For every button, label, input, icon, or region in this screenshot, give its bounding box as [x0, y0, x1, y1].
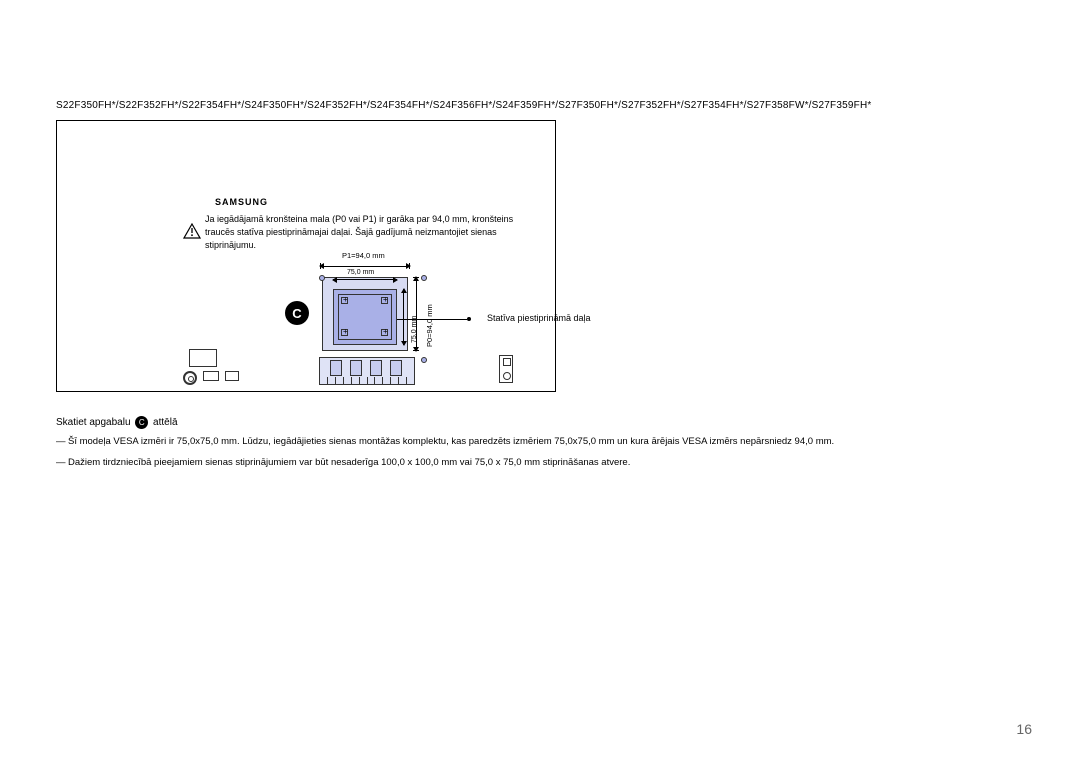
p0-label: P0=94,0 mm — [425, 304, 434, 347]
leader-endpoint — [467, 317, 471, 321]
joystick-icon — [183, 371, 197, 385]
screw-hole — [341, 329, 348, 336]
reference-line: Skatiet apgabalu C attēlā — [56, 416, 178, 429]
screw-hole — [381, 297, 388, 304]
dimension-75-right: 75,0 mm — [399, 289, 407, 345]
vent-grille — [320, 377, 414, 384]
ref-prefix: Skatiet apgabalu — [56, 417, 133, 428]
vesa-diagram: P1=94,0 mm 75,0 mm P0=94,0 mm 75,0 mm — [313, 269, 433, 369]
dimension-75-top: 75,0 mm — [333, 275, 397, 283]
footnote-1: ―Šī modeļa VESA izmēri ir 75,0x75,0 mm. … — [56, 435, 1024, 449]
dash-icon: ― — [56, 456, 68, 470]
page-number: 16 — [1016, 721, 1032, 737]
screw-hole — [341, 297, 348, 304]
brand-logo: SAMSUNG — [215, 197, 268, 207]
corner-hole — [319, 275, 325, 281]
note1-text: Šī modeļa VESA izmēri ir 75,0x75,0 mm. L… — [68, 436, 834, 447]
leader-line — [397, 319, 467, 320]
back-detail-icon — [225, 371, 239, 381]
port-icon — [390, 360, 402, 376]
port-icon — [330, 360, 342, 376]
inline-badge-c: C — [135, 416, 148, 429]
port-icon — [370, 360, 382, 376]
ref-suffix: attēlā — [150, 417, 177, 428]
footnote-2: ―Dažiem tirdzniecībā pieejamiem sienas s… — [56, 456, 1024, 470]
p1-label: P1=94,0 mm — [342, 251, 385, 260]
dash-icon: ― — [56, 435, 68, 449]
back-detail-icon — [203, 371, 219, 381]
side-connector-icon — [499, 355, 513, 383]
model-list: S22F350FH*/S22F352FH*/S22F354FH*/S24F350… — [56, 100, 1024, 111]
warning-text: Ja iegādājamā kronšteina mala (P0 vai P1… — [205, 213, 525, 252]
corner-hole — [421, 357, 427, 363]
screw-hole — [381, 329, 388, 336]
port-icon — [350, 360, 362, 376]
note2-text: Dažiem tirdzniecībā pieejamiem sienas st… — [68, 457, 630, 468]
warning-icon — [183, 223, 201, 244]
corner-hole — [421, 275, 427, 281]
diagram-frame: SAMSUNG Ja iegādājamā kronšteina mala (P… — [56, 120, 556, 392]
stand-strip — [319, 357, 415, 385]
manual-page: S22F350FH*/S22F352FH*/S22F354FH*/S24F350… — [0, 0, 1080, 763]
top75-label: 75,0 mm — [347, 269, 374, 276]
stand-fixing-label: Statīva piestiprināmā daļa — [487, 313, 591, 323]
region-badge-c: C — [285, 301, 309, 325]
back-detail-icon — [189, 349, 217, 367]
